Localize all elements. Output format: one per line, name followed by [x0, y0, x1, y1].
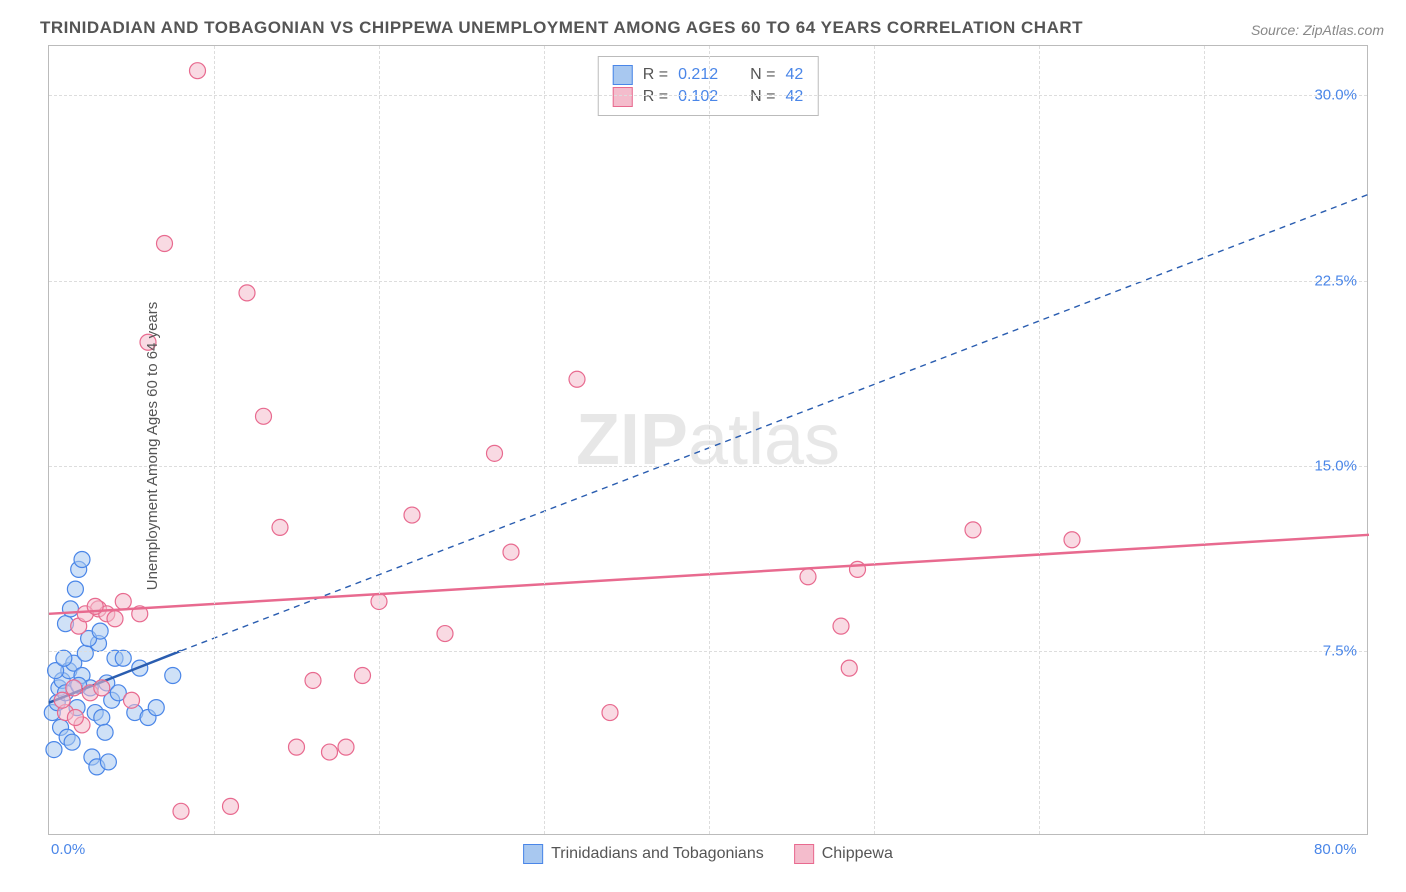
- legend-swatch: [613, 65, 633, 85]
- data-point: [56, 650, 72, 666]
- y-tick-label: 15.0%: [1314, 457, 1357, 474]
- data-point: [66, 680, 82, 696]
- legend-stat-row: R = 0.212N = 42: [613, 65, 804, 85]
- data-point: [487, 445, 503, 461]
- data-point: [800, 569, 816, 585]
- data-point: [602, 705, 618, 721]
- data-point: [503, 544, 519, 560]
- data-point: [94, 680, 110, 696]
- legend-stats: R = 0.212N = 42R = 0.102N = 42: [598, 56, 819, 116]
- data-point: [833, 618, 849, 634]
- data-point: [437, 626, 453, 642]
- data-point: [115, 593, 131, 609]
- data-point: [67, 710, 83, 726]
- data-point: [322, 744, 338, 760]
- data-point: [148, 700, 164, 716]
- data-point: [965, 522, 981, 538]
- data-point: [74, 552, 90, 568]
- data-point: [223, 798, 239, 814]
- data-point: [841, 660, 857, 676]
- data-point: [305, 672, 321, 688]
- data-point: [355, 668, 371, 684]
- data-point: [190, 63, 206, 79]
- data-point: [338, 739, 354, 755]
- data-point: [67, 581, 83, 597]
- plot-area: ZIPatlas R = 0.212N = 42R = 0.102N = 42 …: [48, 45, 1368, 835]
- chart-container: TRINIDADIAN AND TOBAGONIAN VS CHIPPEWA U…: [0, 0, 1406, 892]
- trend-line-extended: [181, 194, 1369, 651]
- data-point: [64, 734, 80, 750]
- data-point: [850, 561, 866, 577]
- data-point: [272, 519, 288, 535]
- data-point: [289, 739, 305, 755]
- data-point: [77, 645, 93, 661]
- data-point: [173, 803, 189, 819]
- legend-swatch: [613, 87, 633, 107]
- y-tick-label: 7.5%: [1323, 642, 1357, 659]
- y-tick-label: 22.5%: [1314, 272, 1357, 289]
- y-axis-label: Unemployment Among Ages 60 to 64 years: [144, 302, 161, 591]
- data-point: [107, 611, 123, 627]
- data-point: [94, 710, 110, 726]
- legend-series: Trinidadians and Tobagonians Chippewa: [523, 844, 893, 864]
- data-point: [115, 650, 131, 666]
- legend-swatch: [794, 844, 814, 864]
- legend-stat-row: R = 0.102N = 42: [613, 87, 804, 107]
- data-point: [46, 742, 62, 758]
- data-point: [239, 285, 255, 301]
- data-point: [569, 371, 585, 387]
- data-point: [92, 623, 108, 639]
- legend-series-item: Chippewa: [794, 844, 893, 864]
- data-point: [54, 692, 70, 708]
- data-point: [62, 601, 78, 617]
- data-point: [256, 408, 272, 424]
- data-point: [165, 668, 181, 684]
- source-label: Source: ZipAtlas.com: [1251, 22, 1384, 38]
- legend-swatch: [523, 844, 543, 864]
- chart-svg: [49, 46, 1367, 834]
- data-point: [157, 236, 173, 252]
- chart-title: TRINIDADIAN AND TOBAGONIAN VS CHIPPEWA U…: [40, 18, 1083, 38]
- x-tick-label: 80.0%: [1314, 841, 1357, 858]
- data-point: [1064, 532, 1080, 548]
- data-point: [97, 724, 113, 740]
- data-point: [404, 507, 420, 523]
- y-tick-label: 30.0%: [1314, 87, 1357, 104]
- legend-series-item: Trinidadians and Tobagonians: [523, 844, 764, 864]
- x-tick-label: 0.0%: [51, 841, 85, 858]
- data-point: [100, 754, 116, 770]
- data-point: [124, 692, 140, 708]
